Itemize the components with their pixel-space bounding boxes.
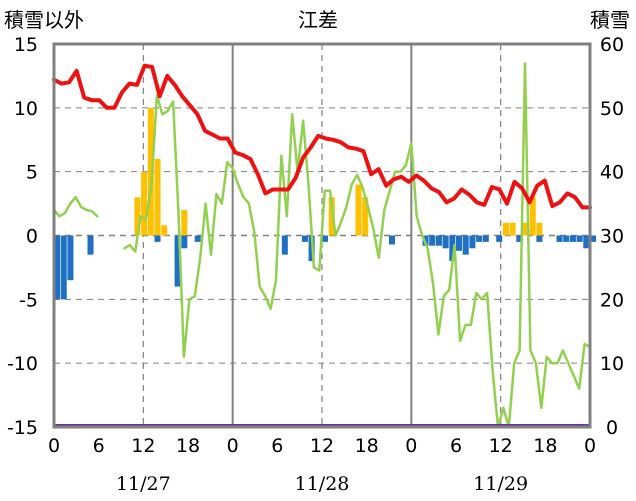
temperature-series-line — [52, 63, 592, 210]
negative-bar — [516, 235, 523, 242]
negative-bar — [456, 235, 463, 251]
date-label: 11/28 — [295, 473, 350, 495]
chart-title: 江差 — [298, 8, 338, 32]
x-tick-label: 18 — [533, 435, 557, 457]
negative-bar — [536, 235, 543, 242]
negative-bar — [429, 235, 436, 246]
negative-bar — [449, 235, 456, 262]
precip-bar — [147, 107, 154, 236]
negative-bar — [174, 235, 181, 287]
precip-bar — [523, 222, 530, 236]
right-tick-label: 30 — [600, 226, 624, 248]
x-tick-label: 6 — [93, 435, 105, 457]
x-tick-label: 0 — [227, 435, 239, 457]
negative-bar — [462, 235, 469, 255]
precip-bar — [355, 184, 362, 236]
x-tick-label: 6 — [450, 435, 462, 457]
left-axis-title: 積雪以外 — [4, 8, 84, 32]
left-tick-label: 5 — [26, 162, 38, 184]
negative-bar — [476, 235, 483, 242]
date-label: 11/27 — [116, 473, 171, 495]
negative-bar — [590, 235, 597, 242]
right-tick-label: 10 — [600, 353, 624, 375]
x-tick-label: 18 — [355, 435, 379, 457]
negative-bar — [181, 235, 188, 249]
right-tick-label: 20 — [600, 289, 624, 311]
plot-frame — [52, 42, 592, 429]
precip-bar — [328, 197, 335, 236]
precip-bar — [529, 197, 536, 236]
left-tick-label: -15 — [7, 417, 38, 439]
negative-bar — [87, 235, 94, 255]
negative-bar — [576, 235, 583, 242]
negative-bar — [60, 235, 67, 300]
left-tick-label: 10 — [14, 98, 38, 120]
lines-layer — [52, 61, 592, 429]
negative-bar — [389, 235, 396, 245]
x-tick-label: 12 — [131, 435, 155, 457]
date-label: 11/29 — [473, 473, 528, 495]
right-tick-label: 50 — [600, 98, 624, 120]
negative-bar — [281, 235, 288, 255]
precip-bar — [362, 197, 369, 236]
precip-bar — [154, 158, 161, 236]
left-tick-label: -5 — [19, 289, 38, 311]
right-tick-label: 60 — [600, 34, 624, 56]
left-tick-label: 15 — [14, 34, 38, 56]
x-tick-label: 12 — [310, 435, 334, 457]
precip-bar — [181, 209, 188, 236]
wind-series-line — [52, 61, 592, 429]
x-tick-label: 0 — [584, 435, 596, 457]
right-tick-label: 40 — [600, 162, 624, 184]
negative-bar — [67, 235, 74, 281]
negative-bar — [583, 235, 590, 249]
negative-bar — [301, 235, 308, 242]
negative-bar — [563, 235, 570, 242]
left-tick-label: -10 — [7, 353, 38, 375]
negative-bar — [482, 235, 489, 242]
x-tick-label: 6 — [271, 435, 283, 457]
negative-bar — [442, 235, 449, 249]
precip-bar — [134, 197, 141, 236]
left-tick-label: 0 — [26, 226, 38, 248]
negative-bar — [322, 235, 329, 242]
negative-bar — [154, 235, 161, 242]
precip-bar — [161, 225, 168, 236]
precip-bar — [536, 222, 543, 236]
negative-bar — [496, 235, 503, 242]
x-tick-label: 0 — [48, 435, 60, 457]
frame-layer — [52, 42, 592, 429]
right-tick-label: 0 — [606, 417, 618, 439]
negative-bar — [435, 235, 442, 246]
x-tick-label: 18 — [176, 435, 200, 457]
x-tick-label: 0 — [405, 435, 417, 457]
x-tick-label: 12 — [489, 435, 513, 457]
negative-bar — [469, 235, 476, 249]
precip-bar — [509, 222, 516, 236]
negative-bar — [194, 235, 201, 242]
right-axis-title: 積雪 — [590, 8, 630, 32]
negative-bar — [556, 235, 563, 242]
precip-bar — [141, 171, 148, 236]
negative-bar — [569, 235, 576, 242]
negative-bar — [54, 235, 61, 300]
precip-bar — [502, 222, 509, 236]
